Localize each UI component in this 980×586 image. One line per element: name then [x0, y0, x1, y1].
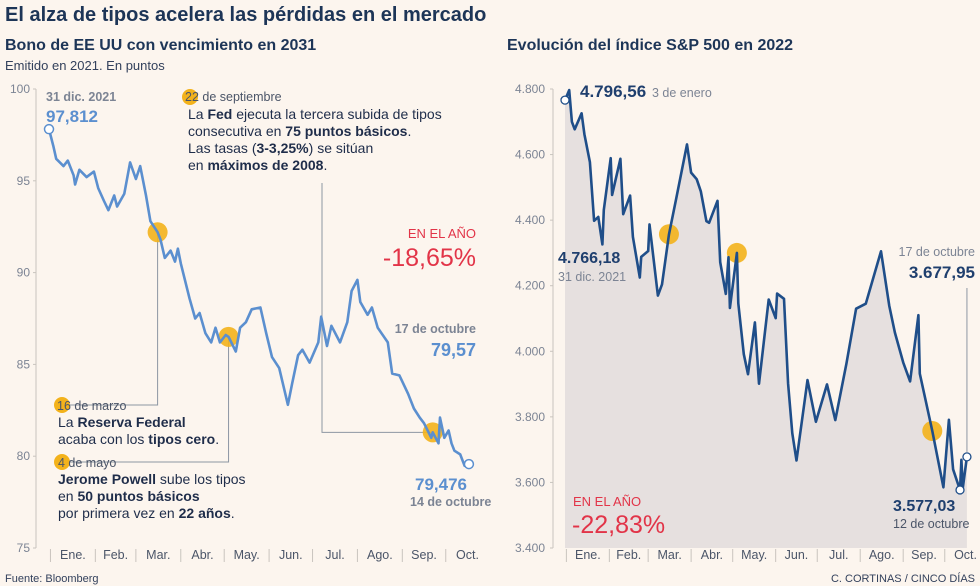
- y-tick-label: 85: [17, 357, 31, 371]
- bond-ytd-label: EN EL AÑO: [408, 226, 476, 241]
- connector-line-may4: [68, 336, 230, 463]
- x-tick-label: Jun.: [279, 548, 303, 562]
- left-chart-title: Bono de EE UU con vencimiento en 2031: [5, 37, 316, 54]
- x-tick-label: Ago.: [869, 548, 895, 562]
- sp500-start-value: 4.766,18: [558, 250, 620, 267]
- x-tick-label: Sep.: [911, 548, 937, 562]
- x-tick-label: Ene.: [60, 548, 86, 562]
- connector-line-mar16: [70, 232, 159, 406]
- x-tick-label: Mar.: [657, 548, 681, 562]
- sep22-line: Las tasas (3-3,25%) se sitúan: [188, 140, 373, 156]
- left-y-tick-labels: 100 95 90 85 80 75: [10, 82, 36, 555]
- y-tick-label: 90: [17, 266, 31, 280]
- sp500-low-value: 3.577,03: [893, 498, 955, 515]
- x-tick-label: Abr.: [701, 548, 723, 562]
- y-tick-label: 4.800: [515, 82, 545, 96]
- sp500-start-point: [560, 95, 570, 105]
- sep22-line: consecutiva en 75 puntos básicos.: [188, 123, 411, 139]
- bond-ytd-value: -18,65%: [383, 244, 476, 272]
- y-tick-label: 95: [17, 174, 31, 188]
- connector-line-sep22: [321, 183, 433, 433]
- x-tick-label: Mar.: [146, 548, 170, 562]
- x-tick-label: Abr.: [191, 548, 213, 562]
- sep22-line: en máximos de 2008.: [188, 157, 327, 173]
- y-tick-label: 3.800: [515, 410, 545, 424]
- main-title: El alza de tipos acelera las pérdidas en…: [5, 4, 486, 26]
- sp500-high-date: 3 de enero: [652, 86, 712, 100]
- left-chart-subtitle: Emitido en 2021. En puntos: [5, 58, 165, 73]
- y-tick-label: 3.600: [515, 475, 545, 489]
- source-note: Fuente: Bloomberg: [5, 573, 99, 585]
- sp500-low-point: [955, 485, 965, 495]
- mar16-line: acaba con los tipos cero.: [58, 431, 219, 447]
- x-tick-label: May.: [234, 548, 260, 562]
- y-tick-label: 100: [10, 82, 30, 96]
- bond-end-value: 79,57: [431, 340, 476, 360]
- y-tick-label: 4.600: [515, 148, 545, 162]
- may4-line: en 50 puntos básicos: [58, 488, 200, 504]
- may4-line: por primera vez en 22 años.: [58, 505, 235, 521]
- y-tick-label: 4.000: [515, 344, 545, 358]
- may4-marker-icon: [54, 454, 70, 470]
- x-tick-label: Jun.: [785, 548, 809, 562]
- sp500-line: [563, 88, 969, 492]
- bond-start-date: 31 dic. 2021: [46, 90, 116, 104]
- y-tick-label: 4.200: [515, 279, 545, 293]
- sp500-end-date: 17 de octubre: [899, 245, 975, 259]
- bond-low-date: 14 de octubre: [410, 495, 491, 509]
- bond-end-date: 17 de octubre: [395, 322, 476, 336]
- x-tick-label: Sep.: [411, 548, 437, 562]
- x-tick-label: Oct.: [954, 548, 977, 562]
- right-chart-title: Evolución del índice S&P 500 en 2022: [507, 37, 793, 54]
- bond-start-value: 97,812: [46, 107, 98, 126]
- may4-line: Jerome Powell sube los tipos: [58, 471, 246, 487]
- x-tick-label: Ago.: [367, 548, 393, 562]
- right-y-tick-labels: 4.800 4.600 4.400 4.200 4.000 3.800 3.600 3.400: [515, 82, 553, 555]
- right-x-tick-labels: Ene. Feb. Mar. Abr. May. Jun. Jul. Ago. Sep. Oct.: [565, 548, 977, 562]
- sp500-ytd-value: -22,83%: [572, 511, 665, 539]
- sp500-start-date: 31 dic. 2021: [558, 270, 626, 284]
- sp500-ytd-label: EN EL AÑO: [573, 494, 641, 509]
- y-tick-label: 75: [17, 541, 31, 555]
- sp500-area-fill: [565, 90, 967, 548]
- mar16-date: 16 de marzo: [57, 399, 127, 413]
- left-x-tick-labels: Ene. Feb. Mar. Abr. May. Jun. Jul. Ago. Sep. Oct.: [49, 548, 479, 562]
- left-annotation-connectors: [68, 183, 433, 463]
- sep22-marker-icon: [182, 89, 198, 105]
- x-tick-label: Feb.: [616, 548, 641, 562]
- bond-low-value: 79,476: [415, 475, 467, 494]
- sep22-date: 22 de septiembre: [185, 90, 282, 104]
- bond-end-point: [463, 458, 475, 470]
- x-tick-label: Jul.: [325, 548, 344, 562]
- credit-note: C. CORTINAS / CINCO DÍAS: [831, 572, 975, 585]
- y-tick-label: 80: [17, 449, 31, 463]
- bond-price-line: [47, 128, 470, 468]
- sp500-end-point: [962, 452, 972, 462]
- bond-start-point: [43, 123, 55, 135]
- y-tick-label: 4.400: [515, 213, 545, 227]
- mar16-line: La Reserva Federal: [58, 414, 186, 430]
- sp500-end-value: 3.677,95: [909, 263, 975, 282]
- mar16-marker-icon: [54, 397, 70, 413]
- sp500-high-value: 4.796,56: [580, 82, 646, 101]
- may4-date: 4 de mayo: [58, 456, 116, 470]
- x-tick-label: Ene.: [575, 548, 601, 562]
- x-tick-label: May.: [741, 548, 767, 562]
- x-tick-label: Oct.: [456, 548, 479, 562]
- y-tick-label: 3.400: [515, 541, 545, 555]
- x-tick-label: Jul.: [829, 548, 848, 562]
- sp500-low-date: 12 de octubre: [893, 517, 969, 531]
- sep22-line: La Fed ejecuta la tercera subida de tipo…: [188, 106, 442, 122]
- x-tick-label: Feb.: [103, 548, 128, 562]
